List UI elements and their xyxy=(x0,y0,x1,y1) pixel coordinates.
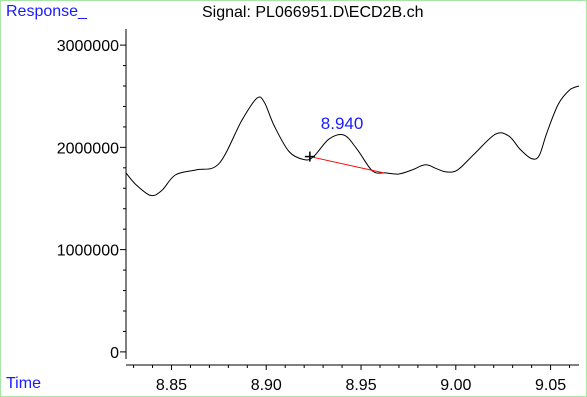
x-tick-label: 8.85 xyxy=(156,377,187,394)
x-tick-label: 8.90 xyxy=(251,377,282,394)
integration-baseline xyxy=(309,156,384,174)
x-tick-label: 9.05 xyxy=(535,377,566,394)
y-tick-label: 1000000 xyxy=(57,243,119,260)
chart-title: Signal: PL066951.D\ECD2B.ch xyxy=(202,4,424,21)
y-tick-label: 2000000 xyxy=(57,140,119,157)
x-tick-label: 9.00 xyxy=(440,377,471,394)
x-tick-label: 8.95 xyxy=(345,377,376,394)
y-tick-label: 0 xyxy=(110,345,119,362)
y-axis-label: Response_ xyxy=(6,3,87,20)
peak-label: 8.940 xyxy=(321,114,364,133)
x-axis-label: Time xyxy=(6,375,41,392)
signal-trace xyxy=(125,85,580,197)
y-tick-label: 3000000 xyxy=(57,38,119,55)
